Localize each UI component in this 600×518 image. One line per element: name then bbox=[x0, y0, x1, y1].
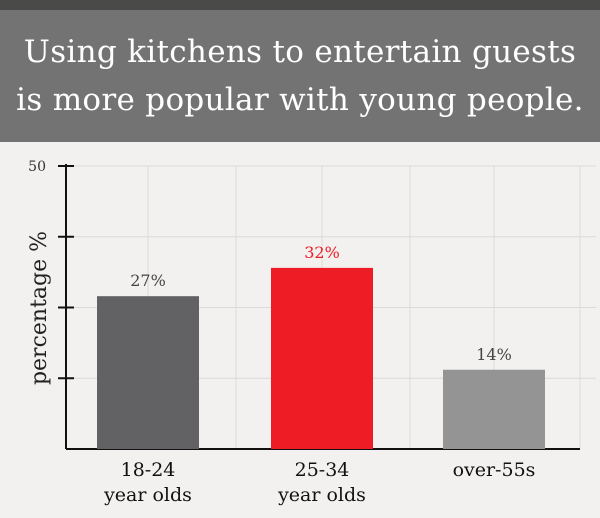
category-label-2-line-1: over-55s bbox=[453, 459, 536, 481]
y-tick-label-4: 50 bbox=[28, 159, 46, 175]
bar-2 bbox=[443, 369, 545, 449]
bar-0 bbox=[97, 296, 199, 449]
labels: 27% 18-24 year olds 32% 25-34 year olds 14% ove… bbox=[103, 243, 535, 506]
category-label-1-line-1: 25-34 bbox=[295, 459, 350, 481]
chart-title-line-2: is more popular with young people. bbox=[16, 82, 584, 118]
y-axis-title: percentage % bbox=[27, 231, 52, 385]
top-photo-strip bbox=[0, 0, 600, 10]
chart-header: Using kitchens to entertain guests is mo… bbox=[0, 10, 600, 142]
bar-1 bbox=[271, 267, 373, 449]
bar-value-label-0: 27% bbox=[130, 271, 166, 290]
category-label-0-line-1: 18-24 bbox=[121, 459, 176, 481]
category-label-1-line-2: year olds bbox=[277, 484, 366, 506]
bar-value-label-2: 14% bbox=[476, 345, 512, 364]
bars bbox=[97, 267, 545, 449]
bar-value-label-1: 32% bbox=[304, 243, 340, 262]
chart-title-line-1: Using kitchens to entertain guests bbox=[23, 34, 577, 70]
category-label-0-line-2: year olds bbox=[103, 484, 192, 506]
